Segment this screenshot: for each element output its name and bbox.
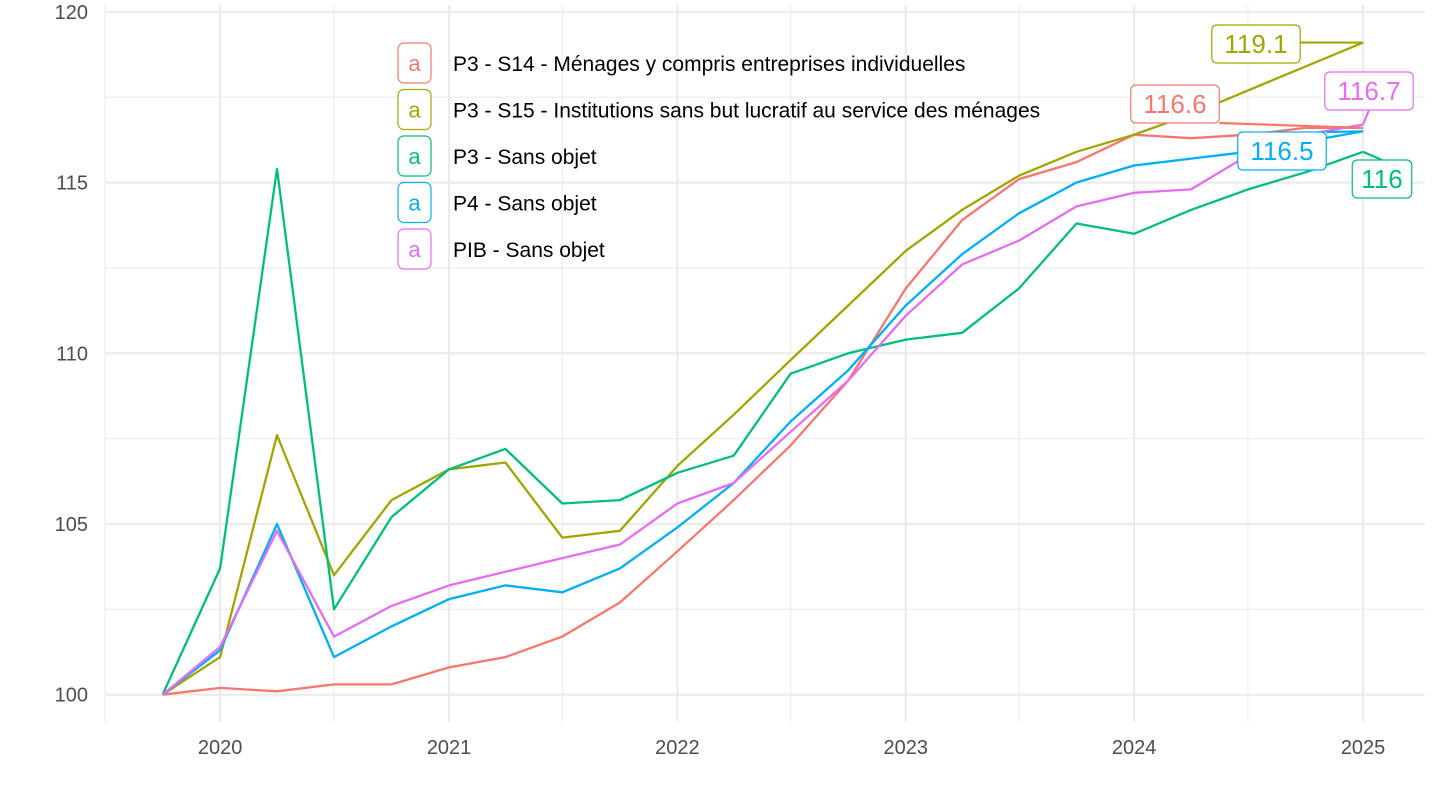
x-tick-label: 2025: [1341, 737, 1386, 759]
x-tick-label: 2021: [427, 737, 472, 759]
end-label-5: 116.7: [1324, 71, 1414, 125]
legend-key-glyph: a: [408, 51, 421, 76]
legend-key-glyph: a: [408, 237, 421, 262]
minor-gridlines: [104, 5, 1425, 722]
legend-key: [397, 135, 432, 177]
legend-key-glyph: a: [408, 191, 421, 216]
y-tick-label: 110: [56, 343, 88, 365]
y-tick-label: 120: [55, 2, 88, 24]
end-label-4: 116.5: [1237, 130, 1364, 171]
end-label-text: 116.5: [1250, 136, 1313, 166]
end-label-text: 116: [1361, 164, 1402, 194]
end-label-leader: [1326, 130, 1364, 134]
legend-item-1: a P3 - S14 - Ménages y compris entreprise…: [397, 42, 965, 84]
legend-item-5: a PIB - Sans objet: [397, 228, 605, 270]
x-tick-label: 2020: [198, 737, 243, 759]
end-labels: 116.6 119.1 116 116.5 116.7: [1130, 24, 1414, 199]
legend-item-3: a P3 - Sans objet: [397, 135, 597, 177]
end-label-box: [1351, 159, 1413, 199]
y-axis-tick-labels: 100 105 110 115 120: [55, 2, 88, 707]
end-label-text: 119.1: [1224, 29, 1287, 59]
x-tick-label: 2022: [655, 737, 700, 759]
y-tick-label: 115: [56, 173, 88, 195]
series-lines: [161, 41, 1364, 696]
end-label-box: [1237, 131, 1327, 171]
legend-label: P4 - Sans objet: [453, 193, 597, 216]
legend-key: [397, 228, 432, 270]
end-label-leader: [1362, 109, 1371, 125]
legend-label: P3 - Sans objet: [453, 146, 597, 169]
legend-key: [397, 42, 432, 84]
end-label-box: [1211, 24, 1301, 64]
legend-key: [397, 88, 432, 131]
legend-key-glyph: a: [408, 98, 421, 123]
legend-item-4: a P4 - Sans objet: [397, 181, 597, 224]
series-line-1: [162, 126, 1364, 696]
end-label-box: [1324, 71, 1414, 111]
series-line-2: [161, 41, 1364, 696]
end-label-leader: [1362, 150, 1383, 162]
legend-label: P3 - S14 - Ménages y compris entreprises…: [453, 53, 965, 76]
legend-key: [397, 181, 432, 224]
y-tick-label: 100: [55, 685, 88, 707]
legend-label: PIB - Sans objet: [453, 239, 605, 262]
series-line-4: [161, 130, 1364, 696]
legend-label: P3 - S15 - Institutions sans but lucrati…: [453, 100, 1040, 123]
legend: a P3 - S14 - Ménages y compris entreprise…: [397, 42, 1040, 270]
legend-item-2: a P3 - S15 - Institutions sans but lucrat…: [397, 88, 1040, 131]
end-label-1: 116.6: [1130, 84, 1364, 130]
end-label-box: [1130, 84, 1220, 124]
series-line-5: [161, 123, 1364, 696]
end-label-text: 116.6: [1143, 89, 1206, 119]
end-label-3: 116: [1351, 150, 1413, 199]
end-label-2: 119.1: [1211, 24, 1364, 64]
y-tick-label: 105: [55, 514, 88, 536]
major-gridlines: [105, 5, 1425, 722]
x-tick-label: 2023: [884, 737, 929, 759]
end-label-leader: [1219, 121, 1364, 130]
x-tick-label: 2024: [1112, 737, 1157, 759]
series-line-3: [161, 150, 1364, 696]
x-axis-tick-labels: 2020 2021 2022 2023 2024 2025: [198, 737, 1385, 759]
legend-key-glyph: a: [408, 144, 421, 169]
end-label-text: 116.7: [1337, 76, 1400, 106]
